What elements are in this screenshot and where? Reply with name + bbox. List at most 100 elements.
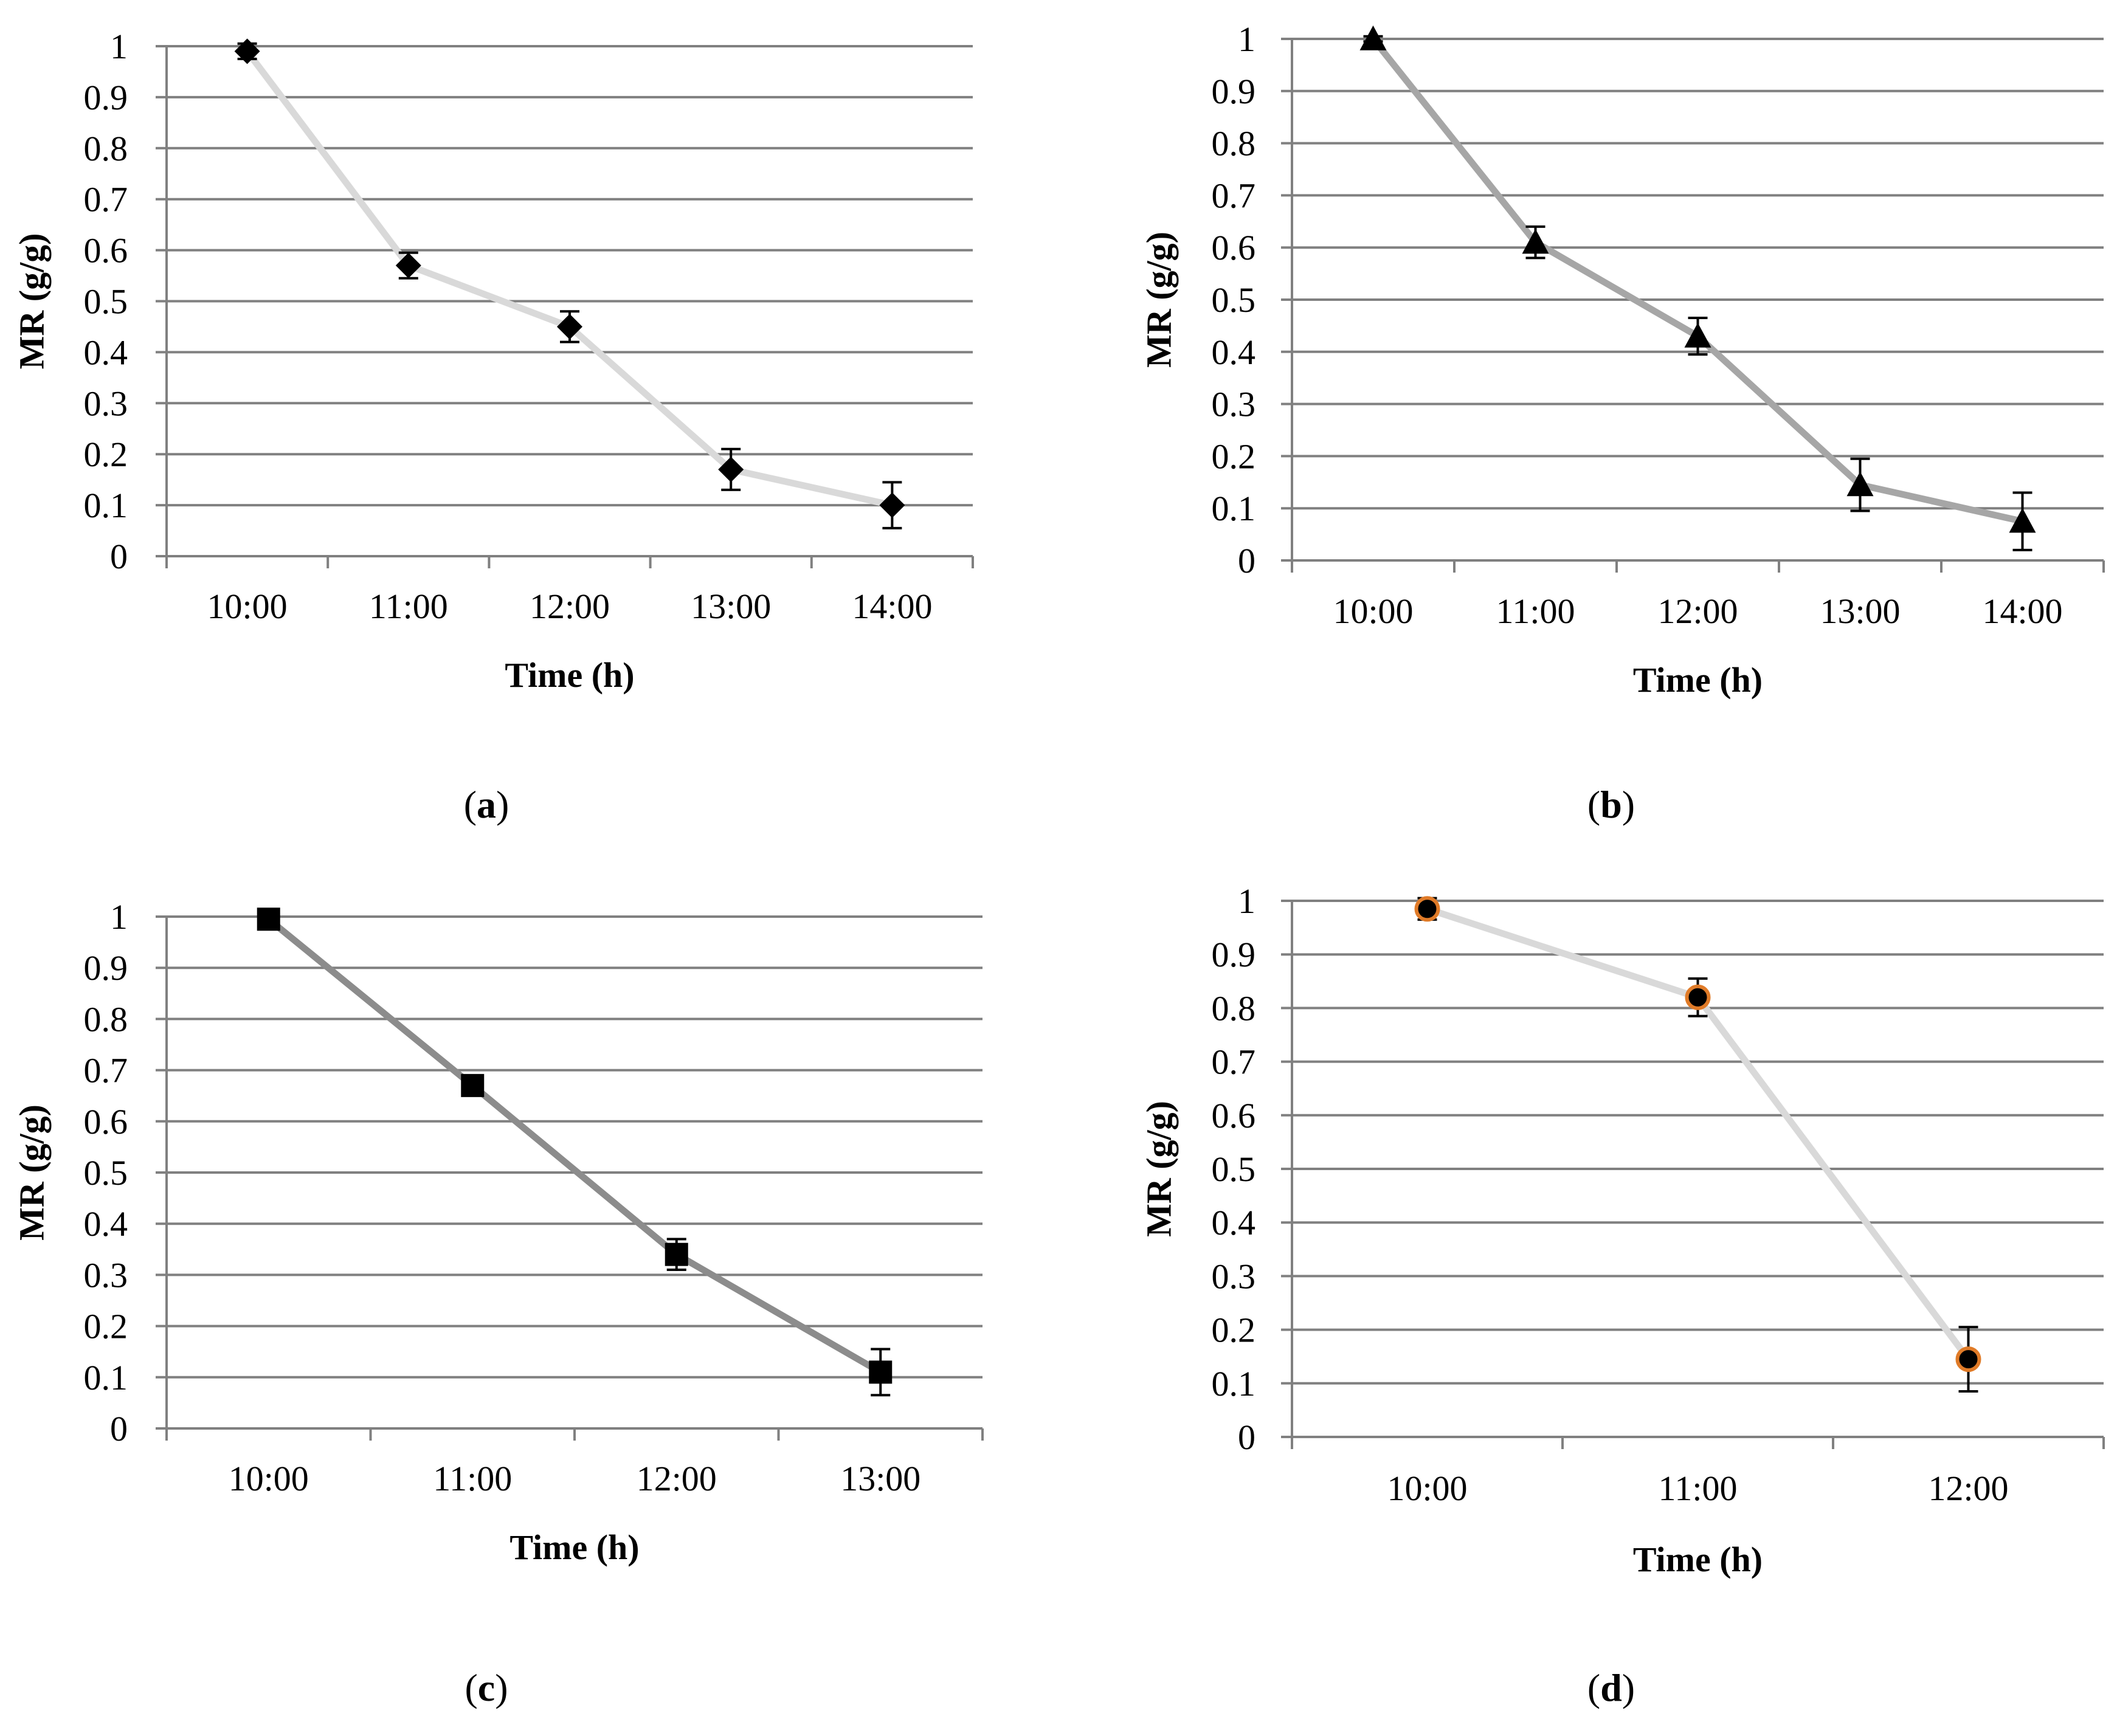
data-point [1684, 323, 1711, 348]
y-tick-label: 0.4 [1212, 332, 1256, 372]
panel-label-open: ( [1587, 783, 1600, 826]
chart-panel-b: 0 0.1 0.2 0.3 0.4 0.5 0.6 0.7 0.8 0.9 1 10:00 11:00 1… [1139, 19, 2105, 826]
y-tick-label: 0.3 [84, 1255, 128, 1295]
panel-label-letter: d [1600, 1666, 1622, 1709]
y-tick-label: 0.1 [1212, 1364, 1256, 1404]
data-point [1685, 984, 1711, 1010]
y-tick-label: 0.6 [84, 231, 128, 270]
panel-label-open: ( [1587, 1666, 1600, 1709]
y-tick-label: 0.7 [1212, 176, 1256, 215]
panel-label: (d) [1587, 1666, 1635, 1709]
data-point [1522, 229, 1549, 254]
y-tick-label: 0 [110, 1409, 128, 1448]
chart-panel-c: 0 0.1 0.2 0.3 0.4 0.5 0.6 0.7 0.8 0.9 1 10:00 11:00 1… [12, 897, 984, 1709]
y-tick-label: 0.5 [1212, 1149, 1256, 1189]
y-tick-label: 0 [1238, 541, 1255, 580]
panel-label: (a) [464, 783, 509, 826]
y-tick-label: 0.9 [84, 948, 128, 988]
y-tick-label: 0.9 [84, 78, 128, 117]
y-tick-label: 0.7 [1212, 1042, 1256, 1082]
y-tick-label: 0 [110, 537, 128, 576]
x-tick-label: 12:00 [637, 1459, 717, 1498]
x-tick-label: 10:00 [1387, 1469, 1467, 1508]
y-tick-label: 1 [110, 27, 128, 66]
x-axis-title: Time (h) [1633, 1540, 1763, 1579]
x-tick-label: 10:00 [207, 587, 288, 626]
y-tick-label: 0.8 [1212, 124, 1256, 164]
y-tick-label: 0.9 [1212, 72, 1256, 111]
y-tick-label: 1 [1238, 19, 1255, 59]
panel-label-letter: c [478, 1666, 495, 1709]
y-tick-label: 0.2 [1212, 436, 1256, 476]
series-line [265, 915, 884, 1376]
panel-label: (b) [1587, 783, 1635, 826]
y-tick-label: 0.3 [1212, 385, 1256, 424]
panel-label-letter: b [1600, 783, 1622, 826]
data-point [257, 908, 280, 931]
panel-label-open: ( [464, 1666, 477, 1709]
y-tick-label: 0.5 [1212, 280, 1256, 320]
x-tick-label: 14:00 [852, 587, 932, 626]
y-tick-label: 0.7 [84, 180, 128, 219]
y-tick-label: 1 [110, 897, 128, 937]
data-point [2009, 508, 2036, 533]
y-tick-label: 0.2 [1212, 1311, 1256, 1350]
panel-label-open: ( [464, 783, 477, 826]
y-tick-label: 0.8 [84, 999, 128, 1039]
x-tick-label: 12:00 [1657, 591, 1738, 631]
y-tick-label: 0.5 [84, 1153, 128, 1193]
x-tick-label: 13:00 [840, 1459, 920, 1498]
x-tick-label: 11:00 [433, 1459, 512, 1498]
x-tick-label: 13:00 [1820, 591, 1900, 631]
y-tick-label: 0.6 [1212, 228, 1256, 267]
x-tick-label: 12:00 [530, 587, 610, 626]
y-tick-label: 0.9 [1212, 935, 1256, 974]
x-tick-label: 12:00 [1928, 1469, 2008, 1508]
data-point [1955, 1346, 1981, 1373]
y-axis-title: MR (g/g) [1139, 1101, 1178, 1237]
y-tick-label: 0.1 [84, 1358, 128, 1397]
panel-label-close: ) [496, 783, 509, 826]
y-axis-title: MR (g/g) [12, 233, 51, 370]
y-tick-label: 0.1 [1212, 489, 1256, 528]
x-tick-label: 11:00 [369, 587, 448, 626]
y-tick-label: 0.4 [84, 1204, 128, 1244]
data-point [395, 252, 421, 278]
y-axis-title: MR (g/g) [1139, 232, 1178, 368]
y-tick-label: 0.2 [84, 435, 128, 474]
panel-label-close: ) [495, 1666, 508, 1709]
chart-panel-a: 0 0.1 0.2 0.3 0.4 0.5 0.6 0.7 0.8 0.9 1 10:00 11:00 1… [12, 27, 974, 826]
x-tick-label: 11:00 [1659, 1469, 1738, 1508]
data-point [665, 1242, 688, 1266]
data-point [1359, 26, 1387, 50]
data-point [1846, 471, 1874, 497]
y-tick-label: 0.4 [84, 332, 128, 372]
y-tick-label: 0.7 [84, 1051, 128, 1090]
y-tick-label: 1 [1238, 881, 1255, 921]
x-axis-title: Time (h) [1633, 660, 1763, 700]
panel-label-close: ) [1622, 1666, 1635, 1709]
panel-label-letter: a [477, 783, 496, 826]
x-tick-label: 14:00 [1982, 591, 2062, 631]
y-tick-label: 0.8 [1212, 988, 1256, 1028]
data-point [234, 38, 260, 64]
y-tick-label: 0.4 [1212, 1203, 1256, 1242]
y-tick-label: 0.5 [84, 282, 128, 322]
x-axis-title: Time (h) [505, 655, 634, 695]
data-point [869, 1360, 893, 1384]
x-tick-label: 10:00 [229, 1459, 309, 1498]
y-tick-label: 0.6 [84, 1102, 128, 1142]
y-tick-label: 0.1 [84, 486, 128, 525]
y-tick-label: 0.8 [84, 129, 128, 168]
x-axis-title: Time (h) [509, 1528, 639, 1567]
x-tick-label: 10:00 [1333, 591, 1413, 631]
y-tick-label: 0 [1238, 1417, 1255, 1457]
x-tick-label: 11:00 [1496, 591, 1575, 631]
x-tick-label: 13:00 [691, 587, 771, 626]
y-tick-label: 0.3 [84, 384, 128, 423]
chart-panel-d: 0 0.1 0.2 0.3 0.4 0.5 0.6 0.7 0.8 0.9 1 10:00 11:00 1… [1139, 881, 2105, 1709]
data-point [718, 456, 744, 483]
y-axis-title: MR (g/g) [12, 1104, 51, 1241]
